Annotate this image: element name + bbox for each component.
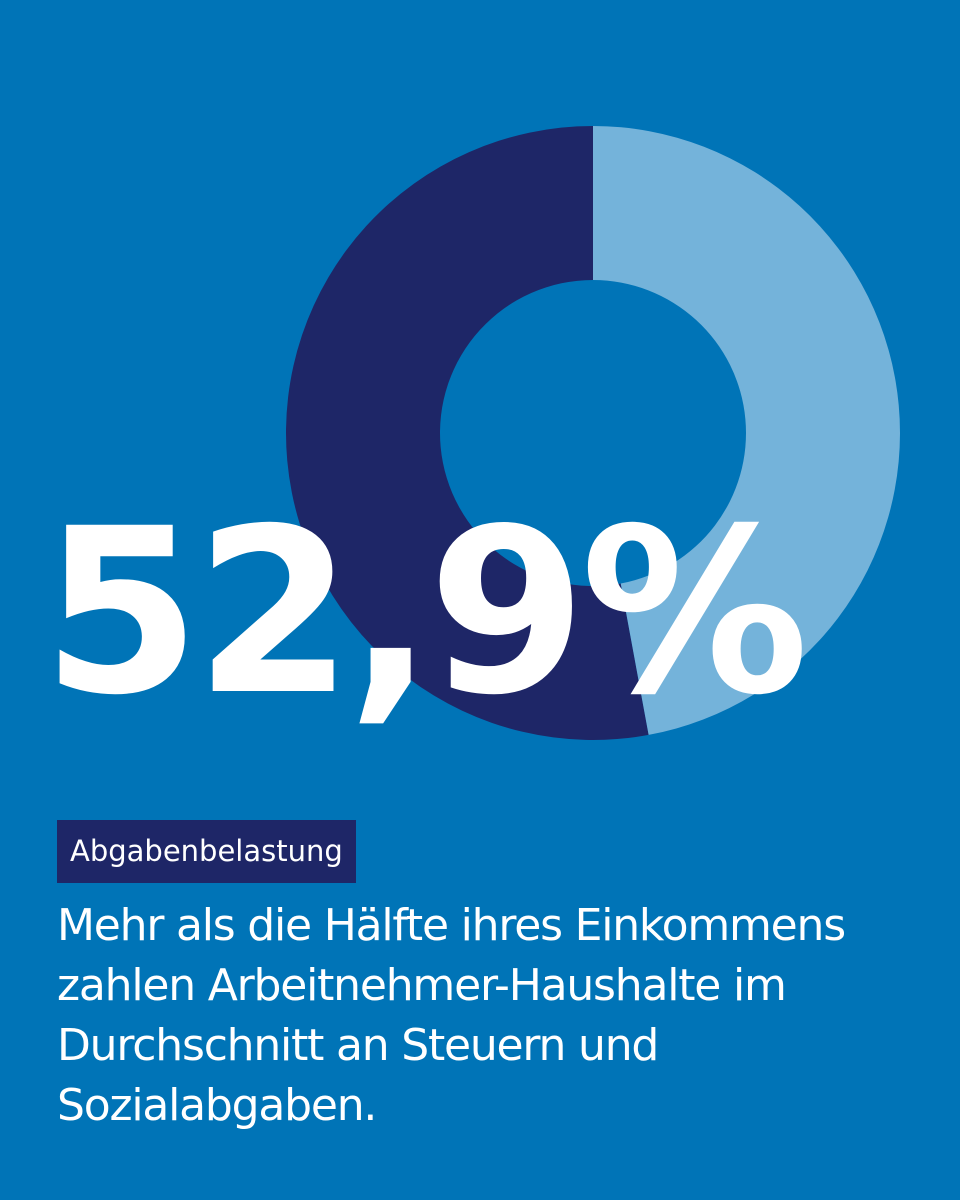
headline-percentage: 52,9% bbox=[42, 479, 809, 745]
donut-segment-light bbox=[593, 126, 900, 735]
donut-segment-dark bbox=[285, 126, 649, 740]
description-text: Mehr als die Hälfte ihres Einkommens zah… bbox=[57, 900, 846, 1131]
category-tag: Abgabenbelastung bbox=[57, 820, 356, 883]
